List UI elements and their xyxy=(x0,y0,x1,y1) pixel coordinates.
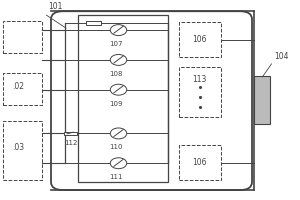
Circle shape xyxy=(110,128,127,139)
Text: .02: .02 xyxy=(12,82,24,91)
Text: 107: 107 xyxy=(109,41,122,47)
Circle shape xyxy=(110,25,127,36)
Text: 101: 101 xyxy=(48,2,62,11)
Bar xyxy=(78,15,168,182)
Bar xyxy=(3,21,42,53)
Bar xyxy=(178,22,220,57)
Circle shape xyxy=(110,158,127,169)
Text: 108: 108 xyxy=(109,71,122,77)
Text: 104: 104 xyxy=(274,52,289,61)
Text: 106: 106 xyxy=(192,35,207,44)
Bar xyxy=(178,145,220,180)
Bar xyxy=(178,67,220,117)
Bar xyxy=(254,76,270,124)
Bar xyxy=(3,121,42,180)
Text: 109: 109 xyxy=(109,101,122,107)
Text: 112: 112 xyxy=(64,140,77,146)
Circle shape xyxy=(110,84,127,95)
Text: 111: 111 xyxy=(109,174,122,180)
Text: .03: .03 xyxy=(12,143,24,152)
Bar xyxy=(3,73,42,105)
Circle shape xyxy=(110,54,127,65)
Bar xyxy=(86,21,101,25)
Bar xyxy=(64,132,77,135)
FancyBboxPatch shape xyxy=(51,11,252,190)
Text: 110: 110 xyxy=(109,144,122,150)
Text: 106: 106 xyxy=(192,158,207,167)
Text: 113: 113 xyxy=(192,75,207,84)
